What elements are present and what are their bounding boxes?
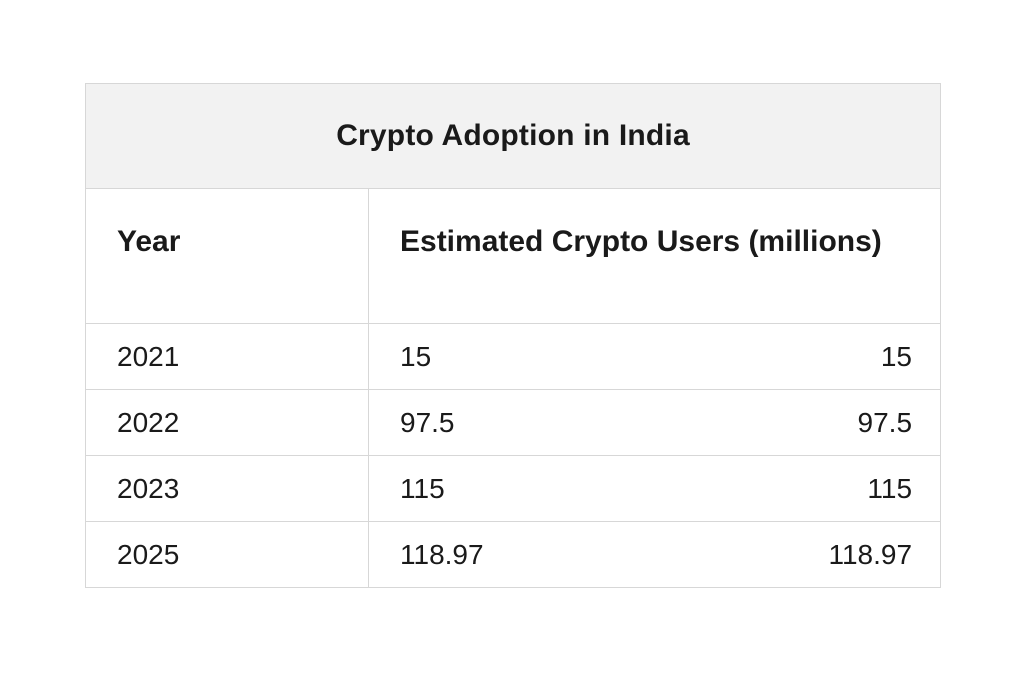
users-value-right: 118.97 <box>828 538 913 570</box>
table-row: 2023 115 115 <box>85 455 942 522</box>
table-header-row: Year Estimated Crypto Users (millions) <box>85 188 942 324</box>
year-cell: 2025 <box>85 521 369 588</box>
users-value-right: 97.5 <box>857 406 913 438</box>
year-cell: 2023 <box>85 455 369 522</box>
users-cell: 97.5 97.5 <box>367 389 942 456</box>
users-cell: 118.97 118.97 <box>367 521 942 588</box>
users-cell: 15 15 <box>367 323 942 390</box>
users-value-right: 115 <box>867 472 913 504</box>
crypto-adoption-table: Crypto Adoption in India Year Estimated … <box>84 83 942 588</box>
year-cell: 2022 <box>85 389 369 456</box>
users-value-left: 115 <box>400 472 445 504</box>
table-row: 2025 118.97 118.97 <box>85 521 942 588</box>
year-cell: 2021 <box>85 323 369 390</box>
users-value-left: 97.5 <box>400 406 455 438</box>
column-header-users: Estimated Crypto Users (millions) <box>367 188 942 324</box>
users-value-left: 118.97 <box>400 538 484 570</box>
column-header-year: Year <box>85 188 369 324</box>
users-value-left: 15 <box>400 340 432 372</box>
table-row: 2022 97.5 97.5 <box>85 389 942 456</box>
table-title-row: Crypto Adoption in India <box>84 83 942 189</box>
table-row: 2021 15 15 <box>85 323 942 390</box>
users-value-right: 15 <box>880 340 913 372</box>
table-title: Crypto Adoption in India <box>84 83 942 189</box>
users-cell: 115 115 <box>367 455 942 522</box>
